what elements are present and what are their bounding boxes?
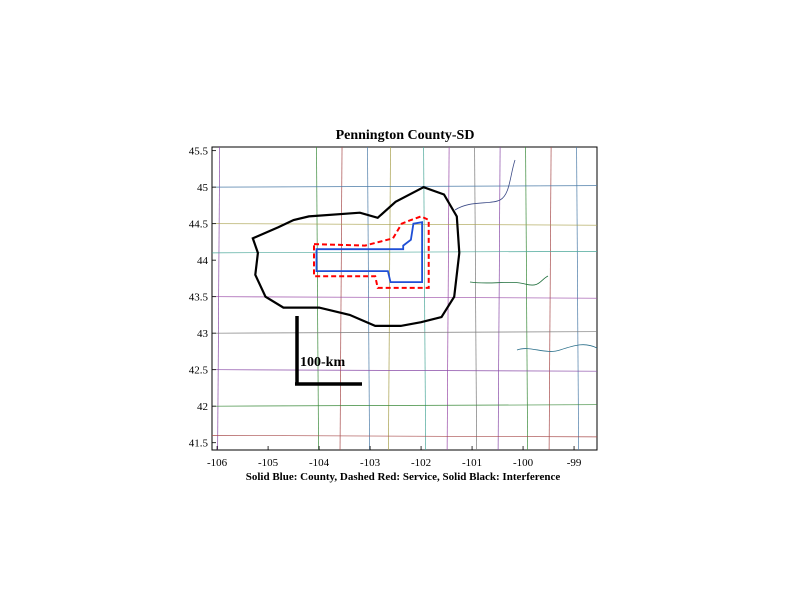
y-axis-ticks: 45.5 45 44.5 44 43.5 43 42.5 42 41.5 — [189, 146, 216, 450]
county-boundary-line — [316, 146, 319, 451]
county-boundary-line — [446, 146, 450, 451]
x-axis-ticks: -106 -105 -104 -103 -102 -101 -100 -99 — [207, 446, 582, 469]
x-tick-label: -99 — [567, 457, 582, 469]
county-boundary-line — [211, 251, 598, 254]
x-tick-label: -104 — [309, 457, 330, 469]
y-tick-label: 45.5 — [189, 146, 209, 158]
y-tick-label: 44.5 — [189, 219, 209, 231]
county-boundary-line — [211, 369, 598, 372]
county-boundary-line — [211, 435, 598, 438]
plot-area — [211, 146, 598, 451]
county-boundary-line — [548, 146, 552, 451]
county-boundary-line — [211, 404, 598, 407]
map-title: Pennington County-SD — [336, 128, 475, 143]
county-boundary-line — [576, 146, 579, 451]
y-tick-label: 41.5 — [189, 438, 209, 450]
x-tick-label: -102 — [411, 457, 431, 469]
county-boundary-line — [339, 146, 343, 451]
county-boundary-line — [497, 146, 501, 451]
county-boundary-line — [211, 223, 598, 226]
river-line — [454, 159, 516, 211]
y-tick-label: 42.5 — [189, 365, 209, 377]
scale-bar: 100-km — [295, 316, 362, 386]
x-tick-label: -101 — [462, 457, 482, 469]
county-boundary-lines — [211, 146, 598, 451]
y-tick-label: 43 — [197, 328, 209, 340]
service-contour — [313, 215, 430, 289]
county-boundary-line — [211, 296, 598, 299]
county-boundary-line — [423, 146, 426, 451]
county-boundary-line — [474, 146, 477, 451]
county-boundary-line — [525, 146, 528, 451]
river-line — [516, 344, 598, 352]
river-line — [469, 275, 549, 286]
y-tick-label: 43.5 — [189, 292, 209, 304]
x-tick-label: -105 — [258, 457, 279, 469]
x-tick-label: -100 — [513, 457, 534, 469]
county-boundary-line — [388, 146, 391, 451]
county-outline — [315, 221, 424, 284]
y-tick-label: 44 — [197, 255, 209, 267]
county-boundary-line — [217, 146, 220, 451]
county-boundary-line — [367, 146, 370, 451]
scale-bar-label: 100-km — [300, 355, 345, 370]
x-tick-label: -106 — [207, 457, 228, 469]
interference-contour — [251, 186, 461, 327]
county-boundary-line — [211, 185, 598, 188]
y-tick-label: 42 — [197, 401, 208, 413]
map-caption: Solid Blue: County, Dashed Red: Service,… — [246, 471, 561, 483]
x-tick-label: -103 — [360, 457, 381, 469]
y-tick-label: 45 — [197, 182, 209, 194]
county-boundary-line — [211, 331, 598, 334]
